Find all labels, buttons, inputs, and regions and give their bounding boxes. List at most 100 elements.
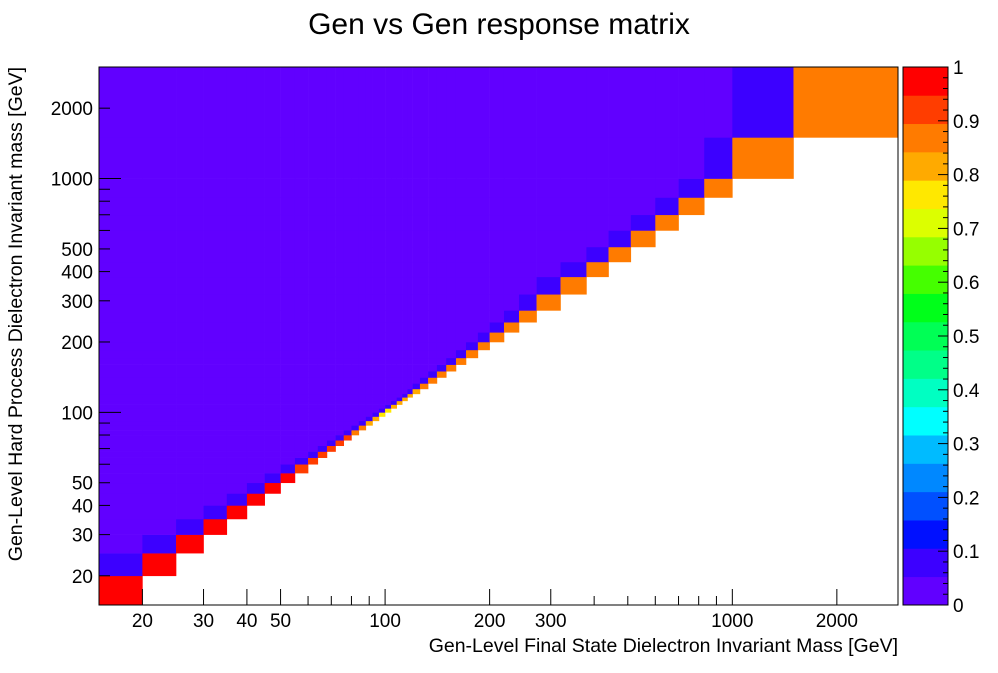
heatmap-cell	[317, 416, 328, 422]
heatmap-cell	[378, 322, 386, 333]
heatmap-cell	[412, 230, 421, 248]
heatmap-cell	[560, 214, 587, 231]
heatmap-cell	[203, 294, 228, 311]
heatmap-cell	[372, 357, 380, 365]
heatmap-cell	[428, 214, 438, 231]
heatmap-cell	[176, 457, 204, 465]
heatmap-cell	[358, 412, 367, 417]
heatmap-cell	[372, 230, 380, 248]
heatmap-cell	[678, 137, 705, 179]
heatmap-cell	[586, 67, 609, 138]
heatmap-cell	[280, 67, 296, 138]
heatmap-cell	[586, 214, 609, 231]
heatmap-cell	[99, 534, 143, 554]
heatmap-cell	[203, 518, 228, 535]
heatmap-cell	[372, 412, 380, 417]
heatmap-cell	[436, 349, 447, 359]
heatmap-cell	[407, 364, 413, 372]
heatmap-cell	[317, 246, 328, 263]
heatmap-cell	[503, 276, 520, 295]
heatmap-cell	[294, 276, 309, 295]
heatmap-cell	[99, 276, 143, 295]
heatmap-cell	[465, 276, 479, 295]
heatmap-cell	[455, 322, 467, 333]
heatmap-cell	[326, 397, 336, 402]
heatmap-cell	[203, 371, 228, 378]
heatmap-cell	[99, 505, 143, 520]
heatmap-cell	[396, 349, 403, 359]
y-tick-label: 300	[61, 292, 93, 313]
heatmap-cell	[335, 246, 345, 263]
heatmap-cell	[358, 230, 367, 248]
heatmap-cell	[351, 400, 360, 405]
heatmap-cell	[176, 383, 204, 390]
heatmap-cell	[391, 341, 397, 351]
heatmap-cell	[412, 388, 421, 395]
heatmap-cell	[428, 67, 438, 138]
colorbar-swatch	[903, 293, 948, 323]
heatmap-cell	[203, 408, 228, 413]
y-tick-label: 100	[61, 403, 93, 424]
heatmap-cells	[99, 67, 899, 606]
heatmap-cell	[351, 383, 360, 390]
heatmap-cell	[365, 310, 373, 323]
heatmap-cell	[402, 197, 408, 216]
heatmap-cell	[326, 357, 336, 365]
heatmap-cell	[246, 371, 265, 378]
heatmap-cell	[326, 364, 336, 372]
heatmap-cell	[203, 404, 228, 409]
heatmap-cell	[246, 322, 265, 333]
heatmap-cell	[317, 357, 328, 365]
heatmap-cell	[226, 364, 248, 372]
heatmap-cell	[378, 261, 386, 278]
heatmap-cell	[391, 294, 397, 311]
heatmap-cell	[280, 383, 296, 390]
heatmap-cell	[503, 178, 520, 198]
heatmap-cell	[226, 435, 248, 441]
heatmap-cell	[308, 397, 319, 402]
heatmap-cell	[203, 420, 228, 426]
heatmap-cell	[280, 377, 296, 384]
heatmap-cell	[402, 310, 408, 323]
heatmap-cell	[280, 400, 296, 405]
x-tick-label: 50	[270, 611, 291, 632]
heatmap-cell	[343, 404, 352, 409]
heatmap-cell	[294, 67, 309, 138]
heatmap-cell	[358, 276, 367, 295]
colorbar-label: 0.4	[953, 381, 980, 402]
heatmap-cell	[436, 197, 447, 216]
heatmap-cell	[142, 294, 177, 311]
heatmap-cell	[446, 214, 457, 231]
heatmap-cell	[176, 332, 204, 343]
heatmap-cell	[402, 397, 408, 402]
heatmap-cell	[203, 197, 228, 216]
heatmap-cell	[536, 294, 561, 311]
heatmap-cell	[335, 435, 345, 441]
heatmap-cell	[446, 197, 457, 216]
heatmap-cell	[465, 197, 479, 216]
heatmap-cell	[264, 400, 281, 405]
heatmap-cell	[99, 397, 143, 402]
heatmap-cell	[176, 230, 204, 248]
heatmap-cell	[477, 310, 490, 323]
colorbar-label: 0.5	[953, 327, 979, 348]
heatmap-cell	[99, 404, 143, 409]
heatmap-cell	[203, 493, 228, 506]
heatmap-cell	[246, 261, 265, 278]
heatmap-cell	[365, 364, 373, 372]
heatmap-cell	[455, 246, 467, 263]
heatmap-cell	[378, 67, 386, 138]
heatmap-cell	[343, 397, 352, 402]
heatmap-cell	[335, 383, 345, 390]
heatmap-cell	[142, 404, 177, 409]
heatmap-cell	[326, 430, 336, 436]
heatmap-cell	[465, 178, 479, 198]
heatmap-cell	[317, 404, 328, 409]
heatmap-cell	[419, 377, 429, 384]
heatmap-cell	[294, 332, 309, 343]
heatmap-cell	[308, 377, 319, 384]
heatmap-cell	[378, 408, 386, 413]
heatmap-cell	[203, 377, 228, 384]
colorbar-swatch	[903, 378, 948, 408]
heatmap-cell	[372, 397, 380, 402]
